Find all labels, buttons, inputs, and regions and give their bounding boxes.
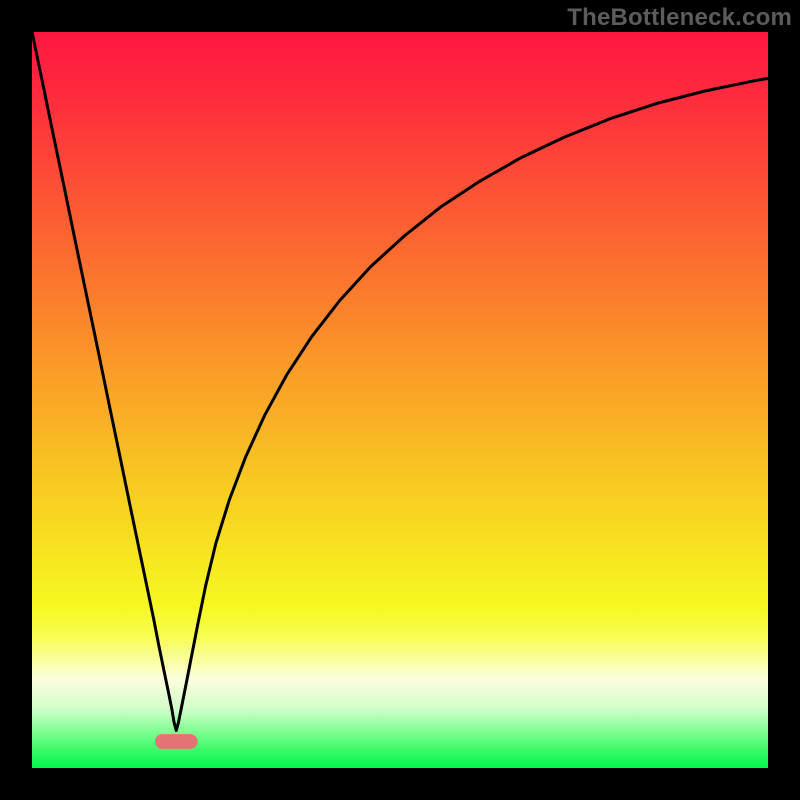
bottleneck-chart [0, 0, 800, 800]
plot-area [32, 32, 768, 768]
chart-container: TheBottleneck.com [0, 0, 800, 800]
watermark-text: TheBottleneck.com [567, 4, 792, 32]
marker-capsule [155, 734, 198, 749]
